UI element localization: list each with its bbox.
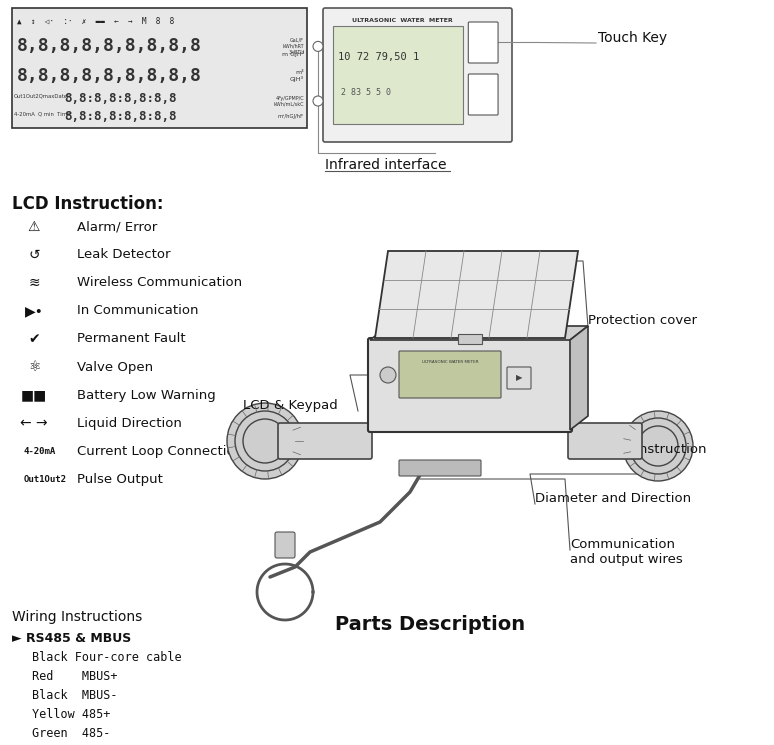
Text: 10 72 79,50 1: 10 72 79,50 1 bbox=[338, 52, 420, 62]
FancyBboxPatch shape bbox=[368, 338, 572, 432]
Text: Green  485-: Green 485- bbox=[32, 727, 111, 740]
Text: ▶: ▶ bbox=[515, 373, 522, 382]
Text: Wiring Instructions: Wiring Instructions bbox=[12, 610, 142, 624]
Text: Black Four-core cable: Black Four-core cable bbox=[32, 651, 182, 664]
FancyBboxPatch shape bbox=[568, 423, 642, 459]
Text: Battery Low Warning: Battery Low Warning bbox=[77, 388, 216, 402]
FancyBboxPatch shape bbox=[468, 74, 498, 115]
FancyBboxPatch shape bbox=[275, 532, 295, 558]
Text: Permanent Fault: Permanent Fault bbox=[77, 332, 186, 346]
Polygon shape bbox=[375, 251, 578, 338]
Text: Out1Out2: Out1Out2 bbox=[24, 475, 67, 484]
Circle shape bbox=[243, 419, 287, 463]
Text: ✔: ✔ bbox=[28, 332, 39, 346]
Text: Wiring Instruction: Wiring Instruction bbox=[588, 443, 707, 457]
Polygon shape bbox=[370, 326, 588, 340]
Text: ≋: ≋ bbox=[28, 276, 39, 290]
Text: Infrared interface: Infrared interface bbox=[325, 158, 447, 172]
Text: 8,8,8,8,8,8,8,8,8: 8,8,8,8,8,8,8,8,8 bbox=[17, 67, 202, 85]
Text: 2 83 5 5 0: 2 83 5 5 0 bbox=[341, 88, 391, 97]
Circle shape bbox=[313, 42, 323, 51]
Text: Liquid Direction: Liquid Direction bbox=[77, 416, 182, 430]
Bar bbox=[333, 26, 463, 124]
Text: ► RS485 & MBUS: ► RS485 & MBUS bbox=[12, 632, 132, 645]
Text: ULTRASONIC WATER METER: ULTRASONIC WATER METER bbox=[422, 360, 478, 364]
FancyBboxPatch shape bbox=[278, 423, 372, 459]
Bar bbox=[458, 334, 482, 344]
Text: 8,8:8,8:8,8:8,8: 8,8:8,8:8,8:8,8 bbox=[64, 92, 176, 106]
Text: ⚛: ⚛ bbox=[28, 360, 40, 374]
Text: ▲  ↕  ◁·  :·  ✗  ▬▬  ←  →  M  8  8: ▲ ↕ ◁· :· ✗ ▬▬ ← → M 8 8 bbox=[17, 16, 174, 25]
Text: m³/hGJ/hF: m³/hGJ/hF bbox=[278, 114, 304, 119]
Text: ▶•: ▶• bbox=[25, 304, 43, 318]
Circle shape bbox=[313, 96, 323, 106]
FancyBboxPatch shape bbox=[399, 460, 481, 476]
FancyBboxPatch shape bbox=[399, 351, 501, 398]
Circle shape bbox=[227, 403, 303, 479]
Text: ← →: ← → bbox=[20, 416, 48, 430]
Text: Wireless Communication: Wireless Communication bbox=[77, 276, 242, 290]
Text: m³
GJH³: m³ GJH³ bbox=[290, 70, 304, 82]
Text: ▶: ▶ bbox=[479, 89, 488, 100]
Text: Valve Open: Valve Open bbox=[77, 361, 153, 373]
Circle shape bbox=[235, 411, 295, 471]
FancyBboxPatch shape bbox=[507, 367, 531, 389]
Text: Touch Key: Touch Key bbox=[598, 31, 667, 45]
Text: ▲: ▲ bbox=[479, 37, 488, 48]
Text: Communication
and output wires: Communication and output wires bbox=[570, 538, 683, 566]
Text: Protection cover: Protection cover bbox=[588, 314, 697, 326]
Text: 4Fy/GPMP/C
kWh/mL/skC: 4Fy/GPMP/C kWh/mL/skC bbox=[273, 96, 304, 107]
Circle shape bbox=[380, 367, 396, 383]
Text: 8,8:8,8:8,8:8,8: 8,8:8,8:8,8:8,8 bbox=[64, 110, 176, 124]
Text: LCD & Keypad: LCD & Keypad bbox=[242, 399, 337, 411]
Text: m GJH³: m GJH³ bbox=[282, 51, 304, 57]
Text: Yellow 485+: Yellow 485+ bbox=[32, 708, 111, 721]
Text: Diameter and Direction: Diameter and Direction bbox=[535, 492, 691, 504]
Text: LCD Instruction:: LCD Instruction: bbox=[12, 195, 163, 213]
Text: 8,8,8,8,8,8,8,8,8: 8,8,8,8,8,8,8,8,8 bbox=[17, 37, 202, 55]
Text: ⚠: ⚠ bbox=[28, 220, 40, 234]
Text: ↺: ↺ bbox=[28, 248, 39, 262]
Polygon shape bbox=[570, 326, 588, 430]
Text: Red    MBUS+: Red MBUS+ bbox=[32, 670, 118, 683]
Bar bbox=[12, 8, 307, 128]
Text: ULTRASONIC  WATER  METER: ULTRASONIC WATER METER bbox=[352, 17, 453, 22]
FancyBboxPatch shape bbox=[323, 8, 512, 142]
Text: 4-20mA: 4-20mA bbox=[24, 446, 57, 455]
Text: GaL/F
kWh/hRT
3kBTU: GaL/F kWh/hRT 3kBTU bbox=[283, 38, 304, 54]
Text: Black  MBUS-: Black MBUS- bbox=[32, 689, 118, 702]
FancyBboxPatch shape bbox=[468, 22, 498, 63]
Circle shape bbox=[623, 411, 693, 481]
Text: Current Loop Connection: Current Loop Connection bbox=[77, 445, 243, 457]
Text: Pulse Output: Pulse Output bbox=[77, 472, 163, 486]
Text: Parts Description: Parts Description bbox=[335, 615, 525, 634]
Text: Leak Detector: Leak Detector bbox=[77, 249, 170, 261]
Circle shape bbox=[638, 426, 678, 466]
Circle shape bbox=[630, 418, 686, 474]
Text: 4-20mA  Q min  Time: 4-20mA Q min Time bbox=[14, 112, 70, 117]
Text: Alarm/ Error: Alarm/ Error bbox=[77, 221, 157, 233]
Text: ■■: ■■ bbox=[21, 388, 47, 402]
Text: In Communication: In Communication bbox=[77, 305, 198, 317]
Text: Out1Out2QmaxDate: Out1Out2QmaxDate bbox=[14, 94, 68, 99]
